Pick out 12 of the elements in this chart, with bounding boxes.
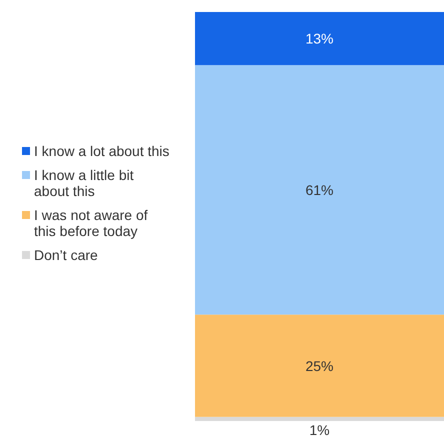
bar <box>195 314 444 417</box>
data-label: 25% <box>305 358 334 374</box>
bar <box>195 416 444 421</box>
data-label: 13% <box>305 30 334 47</box>
bar <box>195 65 444 315</box>
legend-label: Don’t care <box>33 247 99 263</box>
legend-label: I know a little bit about this <box>33 167 135 199</box>
legend-label: I was not aware of this before today <box>33 207 149 239</box>
data-label: 1% <box>309 422 330 438</box>
legend-label: I know a lot about this <box>33 143 170 159</box>
data-label: 61% <box>305 182 334 198</box>
bar <box>195 12 444 66</box>
